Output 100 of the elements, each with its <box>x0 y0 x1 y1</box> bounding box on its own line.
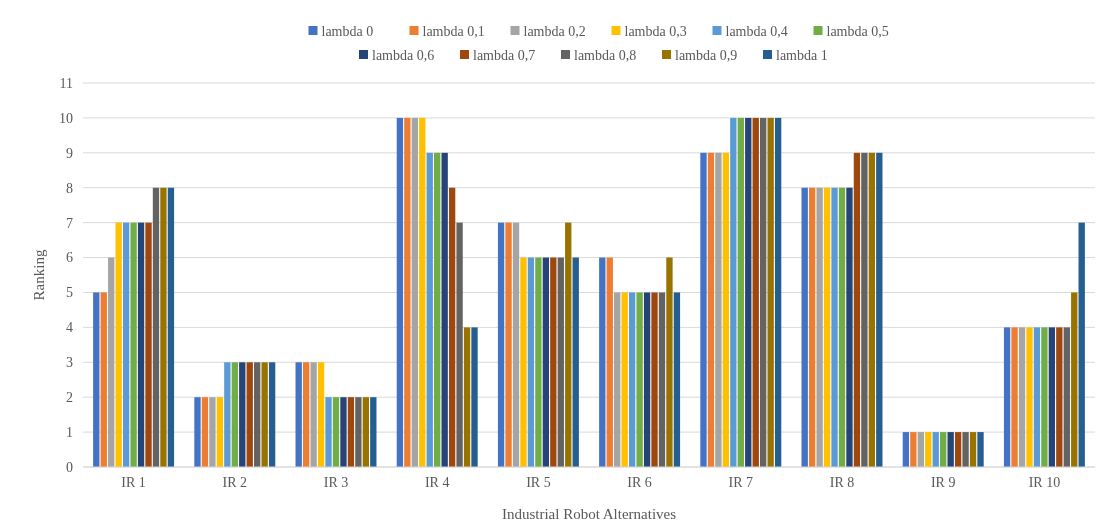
bar <box>505 222 512 467</box>
y-tick-label: 3 <box>66 355 73 371</box>
bar <box>471 327 478 467</box>
bar <box>774 117 782 467</box>
bar <box>122 222 130 467</box>
bar <box>527 257 535 467</box>
bar <box>1026 327 1033 467</box>
bar <box>216 397 224 467</box>
legend-label: lambda 0,6 <box>372 47 435 63</box>
bar <box>209 397 216 467</box>
bar <box>572 257 579 467</box>
legend-label: lambda 0,4 <box>725 23 788 39</box>
bar <box>100 292 107 467</box>
bar <box>1033 327 1041 467</box>
bar <box>1056 327 1063 467</box>
bar <box>853 152 861 467</box>
bar <box>565 222 572 467</box>
legend-label: lambda 0 <box>321 23 374 39</box>
legend-label: lambda 0,8 <box>574 47 637 63</box>
bar <box>441 152 448 467</box>
bar <box>295 362 302 467</box>
legend-label: lambda 1 <box>776 47 828 63</box>
bar <box>707 152 715 467</box>
bar <box>801 187 808 467</box>
bar <box>246 362 253 467</box>
bar <box>340 397 347 467</box>
bar <box>268 362 276 467</box>
bar <box>700 152 707 467</box>
bar <box>194 397 201 467</box>
bar <box>115 222 122 467</box>
bar <box>1071 292 1078 467</box>
bar <box>760 117 767 467</box>
bar <box>108 257 115 467</box>
bar <box>767 117 774 467</box>
bar <box>910 432 917 467</box>
bar <box>861 152 868 467</box>
bar <box>419 117 426 467</box>
bar <box>231 362 238 467</box>
bar <box>831 187 838 467</box>
y-tick-label: 11 <box>59 75 73 91</box>
bar <box>651 292 658 467</box>
bar <box>1078 222 1085 467</box>
bar <box>917 432 924 467</box>
legend-label: lambda 0,2 <box>523 23 586 39</box>
bar <box>160 187 167 467</box>
bar <box>145 222 152 467</box>
bar <box>628 292 636 467</box>
bar <box>1063 327 1070 467</box>
bar <box>347 397 355 467</box>
bar <box>463 327 471 467</box>
bar <box>745 117 752 467</box>
bar <box>137 222 145 467</box>
x-tick-label: IR 9 <box>930 475 956 490</box>
bar <box>239 362 246 467</box>
x-tick-label: IR 4 <box>424 475 450 490</box>
bar <box>823 187 831 467</box>
y-axis-title: Ranking <box>31 249 47 301</box>
bar <box>932 432 939 467</box>
bar <box>1018 327 1026 467</box>
y-tick-label: 2 <box>66 390 73 406</box>
bar <box>838 187 846 467</box>
bar <box>947 432 954 467</box>
x-tick-label: IR 10 <box>1028 475 1061 490</box>
legend-label: lambda 0,7 <box>473 47 536 63</box>
bar <box>658 292 666 467</box>
bar <box>643 292 651 467</box>
bar <box>396 117 404 467</box>
bar <box>925 432 932 467</box>
bar <box>730 117 737 467</box>
bar <box>673 292 681 467</box>
bar <box>302 362 310 467</box>
bar <box>1041 327 1048 467</box>
bar <box>520 257 527 467</box>
y-tick-label: 0 <box>66 459 73 475</box>
bar <box>317 362 325 467</box>
y-tick-label: 1 <box>66 424 73 440</box>
bar <box>954 432 962 467</box>
bar <box>557 257 564 467</box>
bar <box>722 152 730 467</box>
bar <box>977 432 984 467</box>
bar <box>535 257 542 467</box>
bar <box>224 362 231 467</box>
bar <box>1011 327 1018 467</box>
bar <box>152 187 160 467</box>
bar <box>93 292 100 467</box>
bar <box>902 432 910 467</box>
y-tick-label: 8 <box>66 180 73 196</box>
y-tick-label: 5 <box>66 285 73 301</box>
bar <box>752 117 759 467</box>
bar <box>846 187 853 467</box>
bar <box>940 432 947 467</box>
bar <box>621 292 628 467</box>
bar <box>325 397 332 467</box>
x-tick-label: IR 2 <box>222 475 248 490</box>
bar <box>130 222 137 467</box>
bar <box>542 257 550 467</box>
bar <box>355 397 362 467</box>
legend-label: lambda 0,1 <box>422 23 485 39</box>
bar <box>404 117 411 467</box>
bar <box>254 362 261 467</box>
